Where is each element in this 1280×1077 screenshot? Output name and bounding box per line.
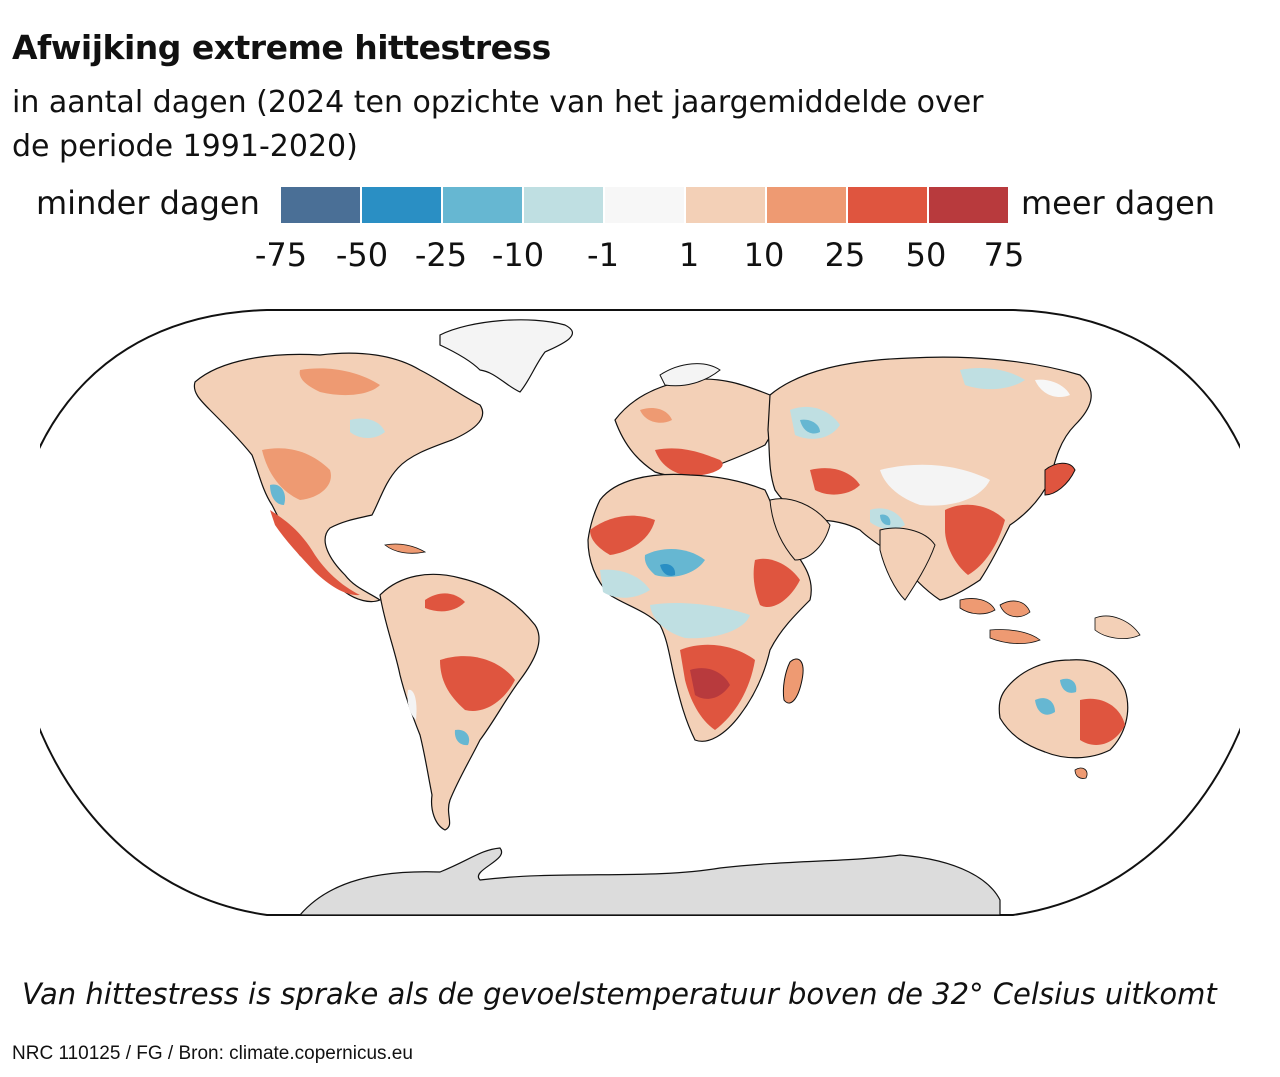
- legend-tick: -25: [414, 236, 468, 274]
- legend-tick: -75: [254, 236, 308, 274]
- legend-tick: 25: [824, 236, 866, 274]
- legend-swatch-3: [443, 187, 522, 223]
- legend-tick: 10: [743, 236, 785, 274]
- legend-tick: -50: [335, 236, 389, 274]
- source-credit: NRC 110125 / FG / Bron: climate.copernic…: [12, 1043, 413, 1064]
- footnote: Van hittestress is sprake als de gevoels…: [22, 977, 1217, 1011]
- legend-swatch-4: [524, 187, 603, 223]
- legend-tick: -10: [491, 236, 545, 274]
- legend-low-label: minder dagen: [36, 184, 260, 222]
- chart-subtitle: in aantal dagen (2024 ten opzichte van h…: [12, 84, 984, 164]
- legend-swatch-1: [281, 187, 360, 223]
- legend-tick: 50: [905, 236, 947, 274]
- legend-swatch-5: [605, 187, 684, 223]
- legend-tick: -1: [587, 236, 619, 274]
- north-america: [193, 352, 484, 603]
- antarctica: [298, 847, 1001, 915]
- greenland: [439, 319, 573, 393]
- legend-swatch-9: [929, 187, 1008, 223]
- legend-swatch-8: [848, 187, 927, 223]
- legend-swatch-6: [686, 187, 765, 223]
- chart-title: Afwijking extreme hittestress: [12, 28, 551, 68]
- world-map: [40, 309, 1240, 916]
- legend-high-label: meer dagen: [1021, 184, 1216, 222]
- legend-tick: 1: [678, 236, 700, 274]
- legend-color-bar: [281, 187, 1008, 223]
- legend-tick: 75: [983, 236, 1025, 274]
- legend-swatch-7: [767, 187, 846, 223]
- legend-swatch-2: [362, 187, 441, 223]
